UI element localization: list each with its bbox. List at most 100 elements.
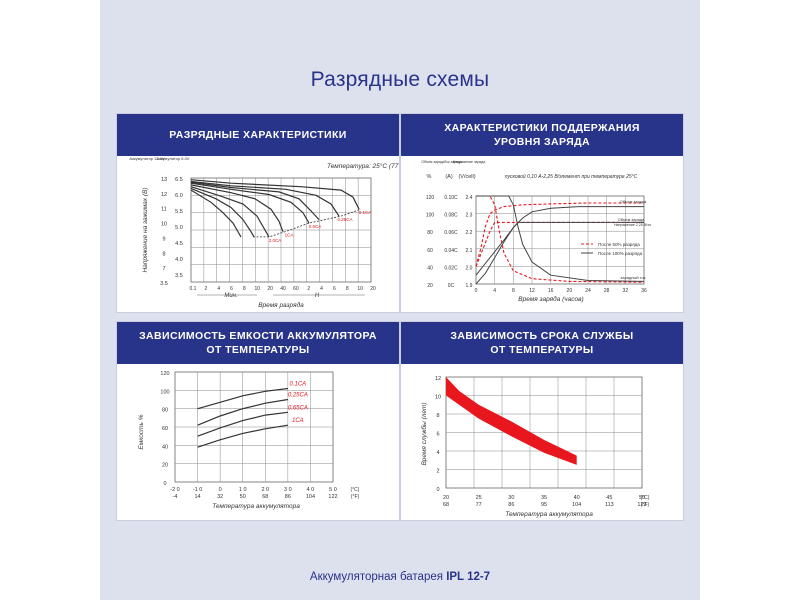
lifetime-xtick-f: 77 — [476, 502, 482, 508]
discharge-xtick: 20 — [267, 286, 273, 292]
discharge-xtick: 10 — [357, 286, 363, 292]
float-xtick: 16 — [548, 288, 554, 294]
float-plot-frame — [475, 195, 645, 285]
lifetime-ytick: 10 — [435, 395, 441, 401]
float-curve-current — [476, 195, 645, 282]
lifetime-panel: ЗАВИСИМОСТЬ СРОКА СЛУЖБЫ ОТ ТЕМПЕРАТУРЫ … — [401, 322, 683, 520]
lifetime-xlabel: Температура аккумулятора — [505, 511, 593, 518]
capacity-ytick: 40 — [162, 444, 168, 450]
float-ytick-percent: 120 — [426, 195, 435, 201]
capacity-header: ЗАВИСИМОСТЬ ЕМКОСТИ АККУМУЛЯТОРА ОТ ТЕМП… — [117, 322, 399, 364]
lifetime-ytick: 2 — [436, 469, 439, 475]
lifetime-xtick-f: 113 — [605, 502, 614, 508]
float-ytick-voltage: 2.3 — [466, 213, 473, 219]
capacity-curve-01CA — [197, 387, 288, 410]
discharge-xtick: 8 — [243, 286, 246, 292]
discharge-series-label: 2.0CA — [269, 238, 282, 243]
capacity-xtick-f: 104 — [306, 494, 315, 500]
discharge-yheader-12v: Аккумулятор 12.6V — [129, 156, 165, 161]
float-ytick-percent: 60 — [427, 248, 433, 254]
float-xtick: 0 — [475, 288, 478, 294]
capacity-series-label: 0.25CA — [288, 393, 308, 399]
discharge-xtick: 4 — [217, 286, 220, 292]
capacity-ytick: 0 — [163, 481, 166, 487]
float-annotation: пусковой 0,10 A-2,25 В/элемент при темпе… — [505, 173, 638, 180]
capacity-panel: ЗАВИСИМОСТЬ ЕМКОСТИ АККУМУЛЯТОРА ОТ ТЕМП… — [117, 322, 399, 520]
discharge-xtick: 6 — [230, 286, 233, 292]
capacity-ytick: 80 — [162, 408, 168, 414]
float-label-voltage: Напряжение 2,25 В/эл. — [614, 223, 652, 227]
float-legend-100: После 100% разряда — [598, 251, 643, 256]
capacity-curve-025CA — [197, 398, 288, 426]
float-ytick-percent: 20 — [427, 283, 433, 289]
discharge-ytick-6v: 6.5 — [175, 177, 183, 183]
lifetime-xtick-c: 40 — [574, 495, 580, 501]
capacity-curve-1CA — [197, 424, 288, 448]
discharge-ytick-12v: 10 — [161, 222, 167, 228]
discharge-xtick: 4 — [320, 286, 323, 292]
float-title-line2: УРОВНЯ ЗАРЯДА — [494, 136, 590, 148]
lifetime-band — [446, 377, 577, 465]
float-xlabel: Время заряда (часов) — [518, 295, 583, 303]
capacity-xtick-c: 4 0 — [307, 487, 315, 493]
capacity-ylabel: Емкость % — [138, 414, 145, 449]
lifetime-title-line2: ОТ ТЕМПЕРАТУРЫ — [490, 344, 594, 356]
float-label-current: зарядный ток — [621, 275, 646, 280]
float-panel: ХАРАКТЕРИСТИКИ ПОДДЕРЖАНИЯ УРОВНЯ ЗАРЯДА… — [401, 114, 683, 312]
capacity-xunit-c: (°C) — [351, 487, 360, 493]
capacity-xtick-c: -1 0 — [193, 487, 202, 493]
float-xtick: 20 — [567, 288, 573, 294]
lifetime-xtick-c: 25 — [476, 495, 482, 501]
discharge-curve — [190, 187, 255, 238]
discharge-ytick-6v: 4.0 — [175, 257, 183, 263]
discharge-temperature-note: Температура: 25°C (77°F) — [327, 162, 399, 170]
discharge-xtick: 0.1 — [190, 286, 197, 292]
float-curve-voltage — [475, 221, 644, 276]
datasheet-page: Разрядные схемы РАЗРЯДНЫЕ ХАРАКТЕРИСТИКИ… — [100, 0, 700, 600]
float-curve-current — [476, 195, 645, 283]
lifetime-xtick-c: 20 — [443, 495, 449, 501]
discharge-curve-20CA — [190, 186, 270, 238]
lifetime-xtick-c: 35 — [541, 495, 547, 501]
footer-prefix: Аккумуляторная батарея — [309, 571, 443, 583]
discharge-cutoff-line — [253, 208, 362, 238]
float-xtick: 4 — [493, 288, 496, 294]
float-ytick-voltage: 2.0 — [466, 265, 473, 271]
lifetime-ytick: 12 — [435, 376, 441, 382]
float-xtick: 28 — [604, 288, 610, 294]
discharge-ytick-6v: 5.5 — [175, 209, 183, 215]
discharge-series-label: 0.6CA — [309, 224, 322, 229]
lifetime-ytick: 6 — [436, 432, 439, 438]
float-ytick-current: 0.06C — [444, 230, 458, 236]
lifetime-xunit-f: (°F) — [641, 502, 650, 508]
lifetime-xtick-c: 45 — [606, 495, 612, 501]
lifetime-xtick-f: 68 — [443, 502, 449, 508]
discharge-ytick-12v: 3.5 — [160, 281, 168, 287]
float-ytick-voltage: 2.4 — [466, 195, 473, 201]
discharge-ytick-12v: 13 — [161, 177, 167, 183]
float-xtick: 32 — [623, 288, 629, 294]
float-col-header: Ток заряда — [444, 160, 462, 164]
float-col-header: Напряжение заряда — [453, 160, 486, 164]
discharge-ytick-12v: 9 — [162, 236, 165, 242]
discharge-series-label: 0.25CA — [337, 217, 352, 222]
float-ytick-percent: 80 — [427, 230, 433, 236]
float-ytick-current: 0.10C — [444, 195, 458, 201]
discharge-xtick: 40 — [280, 286, 286, 292]
capacity-ytick: 100 — [160, 389, 169, 395]
discharge-ytick-6v: 5.0 — [175, 225, 183, 231]
lifetime-xtick-c: 50 — [639, 495, 645, 501]
float-xtick: 24 — [585, 288, 591, 294]
discharge-xtick: 6 — [333, 286, 336, 292]
float-xtick: 8 — [512, 288, 515, 294]
discharge-curve — [190, 189, 242, 238]
lifetime-ylabel: Время службы (лет) — [420, 402, 428, 465]
float-legend-50: После 50% разряда — [598, 242, 640, 247]
capacity-xtick-c: 3 0 — [284, 487, 292, 493]
capacity-series-label: 1CA — [292, 418, 304, 424]
capacity-xtick-f: 68 — [262, 494, 268, 500]
discharge-ytick-12v: 8 — [162, 251, 165, 257]
discharge-curve — [190, 181, 320, 221]
discharge-title: РАЗРЯДНЫЕ ХАРАКТЕРИСТИКИ — [169, 129, 347, 141]
